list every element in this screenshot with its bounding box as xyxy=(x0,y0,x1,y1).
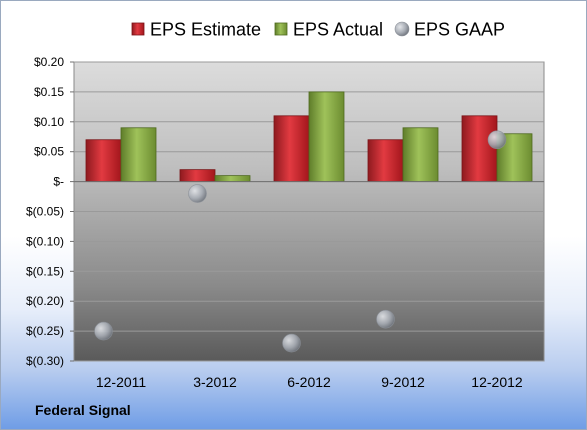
y-axis-ticks: $0.20 $0.15 $0.10 $0.05 $- $(0.05) $(0.10) $(0.… xyxy=(26,55,64,368)
eps-actual-bar xyxy=(308,91,345,182)
y-tick-label: $(0.25) xyxy=(26,324,64,338)
x-tick-label: 9-2012 xyxy=(381,374,425,390)
legend: EPS Estimate EPS Actual EPS GAAP xyxy=(131,20,505,40)
eps-estimate-bar xyxy=(367,139,404,183)
eps-gaap-marker xyxy=(282,333,301,353)
eps-estimate-legend-label: EPS Estimate xyxy=(150,20,261,40)
eps-gaap-marker xyxy=(376,309,395,329)
eps-gaap-marker xyxy=(487,130,507,150)
y-tick-label: $0.05 xyxy=(34,145,64,159)
eps-actual-legend-label: EPS Actual xyxy=(293,20,383,40)
eps-actual-bar xyxy=(120,127,157,182)
y-tick-label: $(0.20) xyxy=(26,294,64,308)
eps-gaap-legend-label: EPS GAAP xyxy=(414,20,505,40)
eps-estimate-bar xyxy=(179,169,216,182)
x-axis-ticks: 12-2011 3-2012 6-2012 9-2012 12-2012 xyxy=(96,374,523,390)
eps-actual-bar xyxy=(402,127,439,182)
y-tick-label: $0.10 xyxy=(34,115,64,129)
y-tick-label: $0.20 xyxy=(34,55,64,69)
x-tick-label: 3-2012 xyxy=(193,374,237,390)
x-tick-label: 6-2012 xyxy=(287,374,331,390)
eps-gaap-marker xyxy=(94,321,113,341)
eps-gaap-legend-swatch xyxy=(394,21,410,37)
eps-estimate-bar xyxy=(273,115,310,182)
y-tick-label: $(0.15) xyxy=(26,264,64,278)
y-tick-label: $0.15 xyxy=(34,85,64,99)
x-tick-label: 12-2011 xyxy=(96,374,147,390)
y-tick-label: $(0.05) xyxy=(26,205,64,219)
eps-estimate-legend-swatch xyxy=(131,22,145,36)
gaap-markers xyxy=(94,130,507,353)
x-tick-label: 12-2012 xyxy=(471,374,523,390)
eps-gaap-marker xyxy=(188,184,207,203)
eps-estimate-bar xyxy=(85,139,122,183)
y-tick-label: $- xyxy=(53,175,64,189)
y-tick-label: $(0.10) xyxy=(26,234,64,248)
eps-estimate-bar xyxy=(461,115,498,182)
company-name: Federal Signal xyxy=(35,402,131,418)
eps-actual-legend-swatch xyxy=(274,22,288,36)
y-tick-label: $(0.30) xyxy=(26,354,64,368)
eps-actual-bar xyxy=(214,175,251,182)
